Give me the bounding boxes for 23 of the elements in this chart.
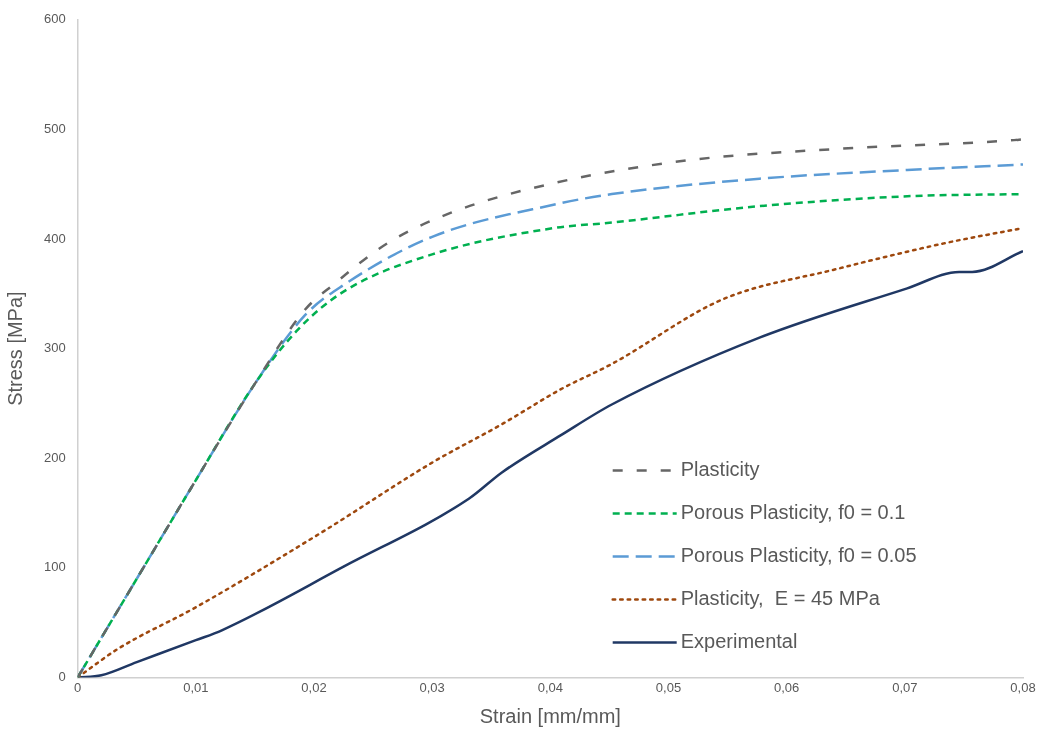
legend-label: Porous Plasticity, f0 = 0.05 <box>680 543 917 566</box>
y-axis-title: Stress [MPa] <box>3 291 26 406</box>
y-tick-label: 400 <box>43 230 66 246</box>
x-axis-title: Strain [mm/mm] <box>479 704 621 727</box>
x-tick-label: 0,01 <box>183 679 209 695</box>
x-tick-label: 0,04 <box>537 679 563 695</box>
x-tick-label: 0 <box>74 679 82 695</box>
x-tick-label: 0,06 <box>774 679 800 695</box>
legend-label: Experimental <box>680 629 798 652</box>
x-tick-label: 0,07 <box>892 679 918 695</box>
y-tick-label: 600 <box>43 11 66 27</box>
x-tick-label: 0,03 <box>419 679 445 695</box>
y-tick-label: 300 <box>43 340 66 356</box>
legend-label: Plasticity, E = 45 MPa <box>680 586 881 609</box>
legend-label: Porous Plasticity, f0 = 0.1 <box>680 500 906 523</box>
x-tick-label: 0,05 <box>655 679 682 695</box>
y-tick-label: 100 <box>43 559 66 575</box>
x-tick-label: 0,08 <box>1010 679 1036 695</box>
y-tick-label: 200 <box>43 449 66 465</box>
y-tick-label: 500 <box>43 120 66 136</box>
legend-label: Plasticity <box>680 457 760 480</box>
x-tick-label: 0,02 <box>301 679 327 695</box>
y-tick-label: 0 <box>58 668 66 684</box>
